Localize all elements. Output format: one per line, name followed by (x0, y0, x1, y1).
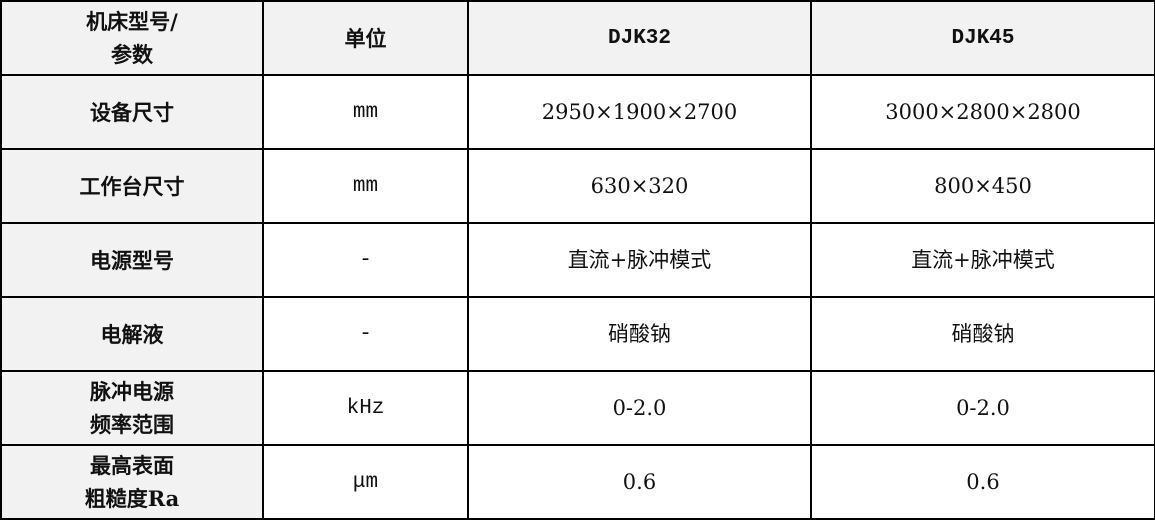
djk45-cell: 0-2.0 (810, 370, 1155, 446)
unit-cell: μm (262, 444, 469, 520)
djk32-cell: 0.6 (467, 444, 812, 520)
djk32-cell: 硝酸钠 (467, 296, 812, 372)
table-row: 最高表面 粗糙度Ra μm 0.6 0.6 (0, 444, 1155, 520)
param-cell: 设备尺寸 (0, 74, 264, 150)
header-param: 机床型号/ 参数 (0, 0, 264, 76)
unit-cell: mm (262, 148, 469, 224)
unit-cell: - (262, 222, 469, 298)
table-row: 电解液 - 硝酸钠 硝酸钠 (0, 296, 1155, 372)
table-row: 电源型号 - 直流+脉冲模式 直流+脉冲模式 (0, 222, 1155, 298)
djk32-cell: 直流+脉冲模式 (467, 222, 812, 298)
param-cell: 工作台尺寸 (0, 148, 264, 224)
param-cell: 电解液 (0, 296, 264, 372)
header-unit: 单位 (262, 0, 469, 76)
unit-cell: - (262, 296, 469, 372)
unit-cell: kHz (262, 370, 469, 446)
param-cell: 脉冲电源 频率范围 (0, 370, 264, 446)
djk32-cell: 2950×1900×2700 (467, 74, 812, 150)
param-cell: 最高表面 粗糙度Ra (0, 444, 264, 520)
header-row: 机床型号/ 参数 单位 DJK32 DJK45 (0, 0, 1155, 76)
djk45-cell: 800×450 (810, 148, 1155, 224)
djk45-cell: 硝酸钠 (810, 296, 1155, 372)
table-row: 脉冲电源 频率范围 kHz 0-2.0 0-2.0 (0, 370, 1155, 446)
djk45-cell: 直流+脉冲模式 (810, 222, 1155, 298)
djk32-cell: 630×320 (467, 148, 812, 224)
djk32-cell: 0-2.0 (467, 370, 812, 446)
header-djk45: DJK45 (810, 0, 1155, 76)
table-row: 设备尺寸 mm 2950×1900×2700 3000×2800×2800 (0, 74, 1155, 150)
djk45-cell: 3000×2800×2800 (810, 74, 1155, 150)
param-cell: 电源型号 (0, 222, 264, 298)
header-djk32: DJK32 (467, 0, 812, 76)
djk45-cell: 0.6 (810, 444, 1155, 520)
unit-cell: mm (262, 74, 469, 150)
table-row: 工作台尺寸 mm 630×320 800×450 (0, 148, 1155, 224)
